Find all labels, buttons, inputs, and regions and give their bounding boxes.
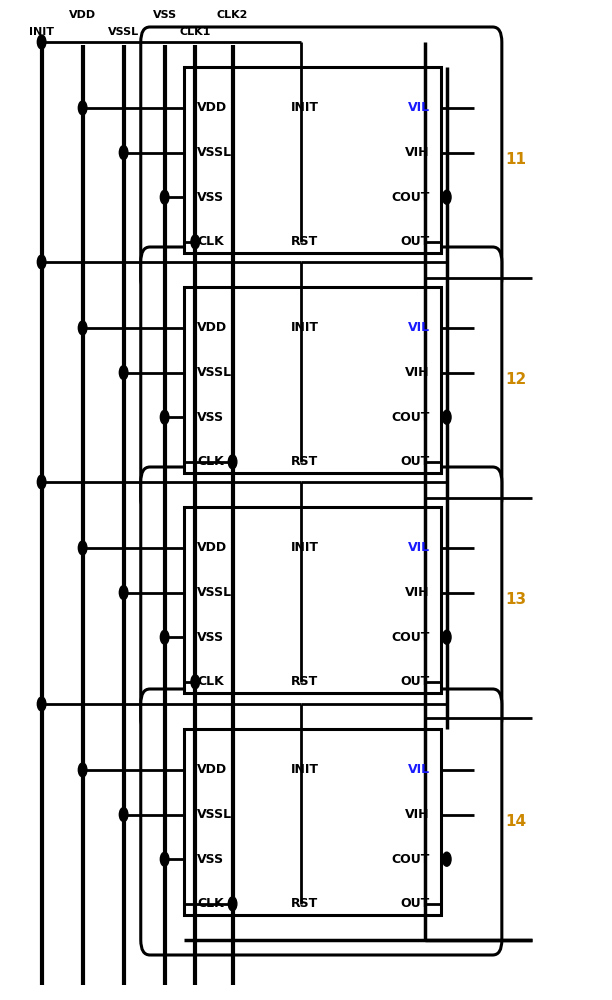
Text: 14: 14	[505, 814, 526, 830]
Circle shape	[442, 852, 451, 866]
Text: CLK: CLK	[197, 675, 224, 688]
Bar	[184, 287, 441, 473]
Bar	[184, 67, 441, 253]
Text: CLK: CLK	[197, 897, 224, 910]
Circle shape	[160, 630, 169, 644]
Text: RST: RST	[291, 235, 318, 248]
Circle shape	[228, 455, 237, 469]
Text: VIH: VIH	[405, 146, 430, 159]
Text: VSSL: VSSL	[197, 808, 232, 821]
Text: OUT: OUT	[400, 455, 430, 468]
Text: VIL: VIL	[408, 541, 430, 554]
Circle shape	[160, 852, 169, 866]
Circle shape	[160, 190, 169, 204]
Circle shape	[37, 697, 46, 711]
Text: OUT: OUT	[400, 675, 430, 688]
Circle shape	[191, 235, 200, 249]
Text: OUT: OUT	[400, 235, 430, 248]
Circle shape	[119, 146, 128, 160]
Circle shape	[78, 101, 87, 115]
FancyBboxPatch shape	[141, 247, 502, 513]
Text: VIL: VIL	[408, 763, 430, 776]
Circle shape	[78, 321, 87, 335]
Text: VIL: VIL	[408, 321, 430, 334]
Text: VSS: VSS	[197, 191, 224, 204]
Text: VDD: VDD	[69, 10, 96, 20]
Text: COUT: COUT	[391, 191, 430, 204]
FancyBboxPatch shape	[141, 27, 502, 293]
Circle shape	[78, 763, 87, 777]
Text: VSSL: VSSL	[197, 146, 232, 159]
Text: INIT: INIT	[29, 27, 54, 37]
Bar	[184, 507, 441, 693]
Circle shape	[78, 541, 87, 555]
Text: VIH: VIH	[405, 808, 430, 821]
Text: VSS: VSS	[152, 10, 177, 20]
Text: VSSL: VSSL	[197, 366, 232, 379]
FancyBboxPatch shape	[141, 689, 502, 955]
Text: RST: RST	[291, 897, 318, 910]
Circle shape	[442, 630, 451, 644]
Text: CLK2: CLK2	[217, 10, 248, 20]
Text: INIT: INIT	[291, 541, 318, 554]
Text: VSSL: VSSL	[108, 27, 139, 37]
Text: RST: RST	[291, 675, 318, 688]
Circle shape	[191, 675, 200, 689]
Text: 11: 11	[505, 152, 526, 167]
Text: 13: 13	[505, 592, 526, 607]
Text: VSS: VSS	[197, 631, 224, 644]
Text: COUT: COUT	[391, 853, 430, 866]
Text: INIT: INIT	[291, 763, 318, 776]
Bar	[184, 729, 441, 915]
Text: VDD: VDD	[197, 541, 227, 554]
Text: VIH: VIH	[405, 366, 430, 379]
Text: 12: 12	[505, 372, 526, 387]
Text: COUT: COUT	[391, 631, 430, 644]
Text: VDD: VDD	[197, 321, 227, 334]
Text: COUT: COUT	[391, 411, 430, 424]
Text: VIH: VIH	[405, 586, 430, 599]
Circle shape	[442, 190, 451, 204]
Text: CLK1: CLK1	[179, 27, 211, 37]
Circle shape	[119, 808, 128, 822]
Text: VDD: VDD	[197, 101, 227, 114]
Circle shape	[228, 897, 237, 911]
Circle shape	[119, 586, 128, 600]
Text: OUT: OUT	[400, 897, 430, 910]
Circle shape	[119, 366, 128, 380]
Circle shape	[442, 410, 451, 424]
Text: VDD: VDD	[197, 763, 227, 776]
Text: VSSL: VSSL	[197, 586, 232, 599]
Circle shape	[37, 255, 46, 269]
Text: VIL: VIL	[408, 101, 430, 114]
Text: CLK: CLK	[197, 235, 224, 248]
Text: RST: RST	[291, 455, 318, 468]
Text: INIT: INIT	[291, 321, 318, 334]
Circle shape	[160, 410, 169, 424]
FancyBboxPatch shape	[141, 467, 502, 733]
Text: INIT: INIT	[291, 101, 318, 114]
Circle shape	[37, 475, 46, 489]
Text: CLK: CLK	[197, 455, 224, 468]
Text: VSS: VSS	[197, 853, 224, 866]
Circle shape	[37, 35, 46, 49]
Text: VSS: VSS	[197, 411, 224, 424]
